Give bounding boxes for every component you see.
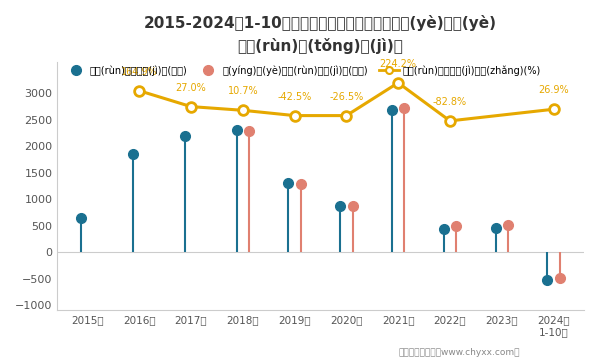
Legend: 利潤(rùn)總額累計(jì)值(億元), 營(yíng)業(yè)利潤(rùn)累計(jì)值(億元), 利潤(rùn)總額累計(jì)增長(zhǎng)(%: 利潤(rùn)總額累計(jì)值(億元), 營(yíng)業(yè)利潤(rùn…: [62, 61, 545, 80]
Text: 10.7%: 10.7%: [228, 87, 258, 97]
Text: 164.9%: 164.9%: [121, 67, 157, 77]
Text: 制圖：智研咨詢（www.chyxx.com）: 制圖：智研咨詢（www.chyxx.com）: [398, 349, 520, 358]
Title: 2015-2024年1-10月石油、煤炭及其他燃料加工業(yè)企業(yè)
利潤(rùn)統(tǒng)計(jì)圖: 2015-2024年1-10月石油、煤炭及其他燃料加工業(yè)企業(yè) 利…: [144, 15, 497, 53]
Text: -42.5%: -42.5%: [277, 92, 312, 102]
Text: -26.5%: -26.5%: [329, 92, 364, 102]
Text: -82.8%: -82.8%: [433, 97, 467, 107]
Text: 26.9%: 26.9%: [538, 85, 569, 95]
Text: 27.0%: 27.0%: [176, 83, 206, 93]
Text: 224.2%: 224.2%: [379, 59, 417, 69]
